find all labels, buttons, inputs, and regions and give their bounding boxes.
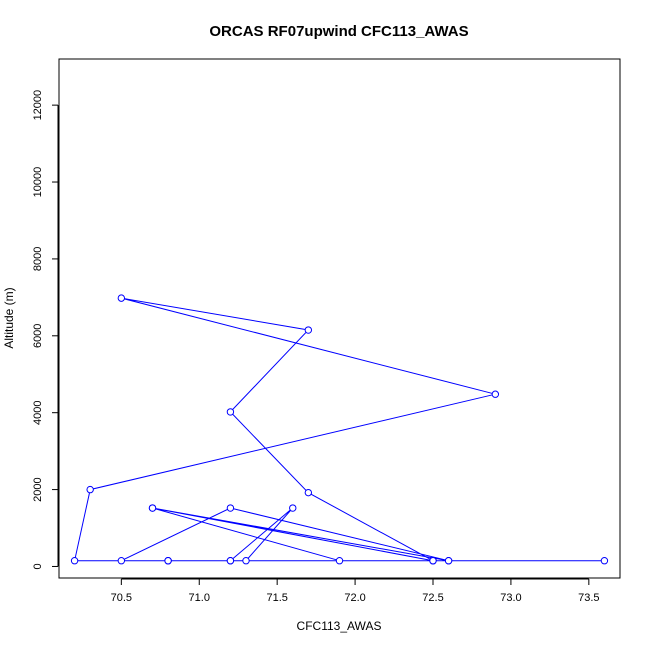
y-tick-label: 2000 [32,477,44,501]
data-point [242,557,250,565]
data-point [429,557,437,565]
y-tick-label: 8000 [32,247,44,271]
data-point [304,488,313,497]
plot-frame [58,58,621,579]
data-point [117,294,126,302]
data-point [289,504,297,512]
y-axis-title: Altitude (m) [2,287,16,348]
x-tick-label: 71.5 [266,592,287,604]
chart-title: ORCAS RF07upwind CFC113_AWAS [209,23,468,40]
data-point [304,326,313,334]
data-point [226,408,235,416]
data-point [491,390,500,398]
data-point [444,557,453,565]
data-point [70,557,79,565]
y-tick-label: 10000 [32,167,44,198]
series-points [70,294,609,565]
y-axis: 0 2000 4000 6000 8000 10000 12000 [32,90,59,570]
x-tick-label: 71.0 [189,592,210,604]
y-tick-label: 0 [32,563,44,569]
data-point [86,485,94,494]
x-tick-label: 73.5 [578,592,599,604]
data-point [148,504,157,512]
data-point [600,557,609,565]
x-axis: 70.5 71.0 71.5 72.0 72.5 73.0 73.5 [111,578,600,604]
x-tick-label: 73.0 [500,592,521,604]
data-point [226,557,235,565]
data-point [164,557,172,565]
data-point [335,557,344,565]
y-tick-label: 12000 [32,90,44,121]
x-tick-label: 70.5 [111,592,132,604]
data-point [226,504,235,512]
y-tick-label: 6000 [32,324,44,348]
y-tick-label: 4000 [32,400,44,424]
x-tick-label: 72.5 [422,592,443,604]
data-point [117,557,126,565]
x-tick-label: 72.0 [344,592,365,604]
x-axis-title: CFC113_AWAS [297,619,382,633]
